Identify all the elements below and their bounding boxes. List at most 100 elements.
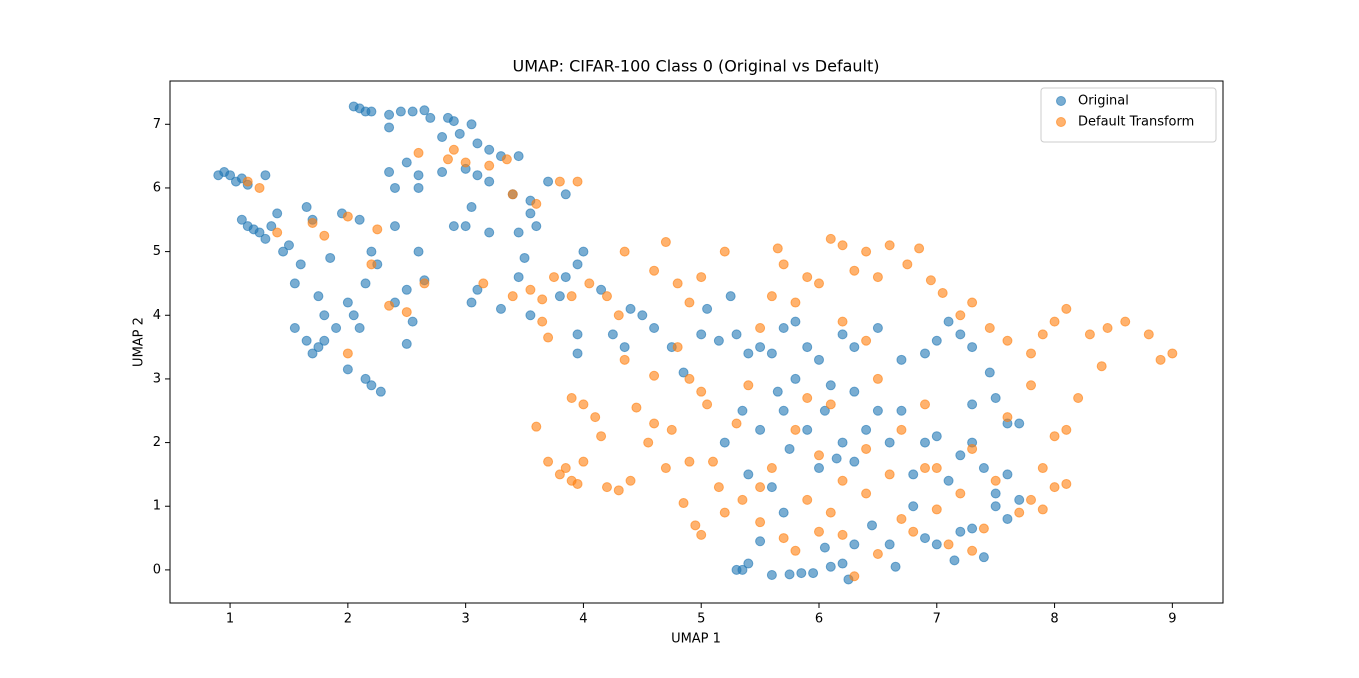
point bbox=[1037, 463, 1048, 474]
point bbox=[560, 189, 571, 200]
point bbox=[566, 291, 577, 302]
point bbox=[802, 342, 813, 353]
point bbox=[366, 259, 377, 270]
point bbox=[719, 246, 730, 257]
point bbox=[1084, 329, 1095, 340]
point bbox=[619, 246, 630, 257]
point bbox=[531, 221, 542, 232]
point bbox=[425, 112, 436, 123]
point bbox=[849, 456, 860, 467]
point bbox=[407, 106, 418, 117]
point bbox=[896, 354, 907, 365]
point bbox=[566, 393, 577, 404]
point bbox=[419, 278, 430, 289]
point bbox=[389, 182, 400, 193]
point bbox=[784, 443, 795, 454]
point bbox=[755, 322, 766, 333]
point bbox=[849, 265, 860, 276]
point bbox=[672, 342, 683, 353]
point bbox=[360, 278, 371, 289]
point bbox=[643, 437, 654, 448]
point bbox=[1002, 513, 1013, 524]
point bbox=[872, 373, 883, 384]
point bbox=[825, 561, 836, 572]
point bbox=[307, 217, 318, 228]
point bbox=[778, 259, 789, 270]
point bbox=[625, 475, 636, 486]
point bbox=[678, 367, 689, 378]
point bbox=[401, 338, 412, 349]
point bbox=[578, 399, 589, 410]
point bbox=[790, 316, 801, 327]
point bbox=[554, 469, 565, 480]
x-tick-label: 9 bbox=[1168, 612, 1176, 627]
point bbox=[472, 170, 483, 181]
point bbox=[601, 482, 612, 493]
point bbox=[684, 456, 695, 467]
point bbox=[731, 418, 742, 429]
point bbox=[484, 227, 495, 238]
point bbox=[778, 533, 789, 544]
point bbox=[943, 475, 954, 486]
point bbox=[607, 329, 618, 340]
point bbox=[766, 569, 777, 580]
point bbox=[719, 507, 730, 518]
point bbox=[313, 342, 324, 353]
point bbox=[737, 405, 748, 416]
point bbox=[943, 316, 954, 327]
point bbox=[1014, 507, 1025, 518]
point bbox=[967, 297, 978, 308]
point bbox=[819, 405, 830, 416]
x-tick-label: 7 bbox=[933, 612, 941, 627]
point bbox=[943, 539, 954, 550]
point bbox=[354, 214, 365, 225]
point bbox=[825, 399, 836, 410]
point bbox=[755, 424, 766, 435]
point bbox=[737, 494, 748, 505]
point bbox=[967, 399, 978, 410]
legend-marker bbox=[1056, 117, 1066, 127]
point bbox=[1037, 504, 1048, 515]
point bbox=[778, 322, 789, 333]
point bbox=[967, 523, 978, 534]
point bbox=[649, 265, 660, 276]
point bbox=[908, 501, 919, 512]
point bbox=[342, 348, 353, 359]
point bbox=[743, 469, 754, 480]
point bbox=[260, 233, 271, 244]
point bbox=[920, 399, 931, 410]
x-tick-label: 6 bbox=[815, 612, 823, 627]
point bbox=[478, 278, 489, 289]
point bbox=[625, 303, 636, 314]
y-tick-label: 7 bbox=[153, 117, 161, 132]
point bbox=[849, 571, 860, 582]
point bbox=[837, 475, 848, 486]
y-tick-label: 6 bbox=[153, 180, 161, 195]
point bbox=[931, 431, 942, 442]
point bbox=[772, 386, 783, 397]
point bbox=[731, 329, 742, 340]
y-tick-label: 5 bbox=[153, 244, 161, 259]
point bbox=[419, 105, 430, 116]
point bbox=[525, 284, 536, 295]
point bbox=[990, 475, 1001, 486]
point bbox=[884, 539, 895, 550]
point bbox=[401, 307, 412, 318]
point bbox=[1120, 316, 1131, 327]
point bbox=[543, 456, 554, 467]
x-tick-label: 8 bbox=[1050, 612, 1058, 627]
point bbox=[384, 167, 395, 178]
x-tick-label: 5 bbox=[697, 612, 705, 627]
chart-title: UMAP: CIFAR-100 Class 0 (Original vs Def… bbox=[513, 57, 880, 76]
point bbox=[375, 386, 386, 397]
point bbox=[1049, 316, 1060, 327]
point bbox=[1014, 494, 1025, 505]
point bbox=[366, 380, 377, 391]
point bbox=[990, 488, 1001, 499]
point bbox=[519, 252, 530, 263]
point bbox=[495, 303, 506, 314]
point bbox=[861, 335, 872, 346]
point bbox=[802, 272, 813, 283]
point bbox=[778, 405, 789, 416]
point bbox=[1155, 354, 1166, 365]
